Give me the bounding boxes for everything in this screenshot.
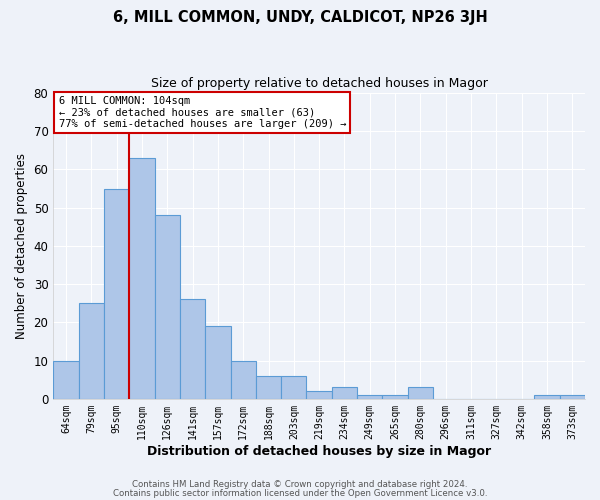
Bar xyxy=(281,376,307,399)
X-axis label: Distribution of detached houses by size in Magor: Distribution of detached houses by size … xyxy=(147,444,491,458)
Text: Contains public sector information licensed under the Open Government Licence v3: Contains public sector information licen… xyxy=(113,490,487,498)
Y-axis label: Number of detached properties: Number of detached properties xyxy=(15,153,28,339)
Bar xyxy=(104,188,129,399)
Bar xyxy=(53,360,79,399)
Bar xyxy=(79,304,104,399)
Bar xyxy=(560,395,585,399)
Bar xyxy=(129,158,155,399)
Bar xyxy=(155,216,180,399)
Text: 6, MILL COMMON, UNDY, CALDICOT, NP26 3JH: 6, MILL COMMON, UNDY, CALDICOT, NP26 3JH xyxy=(113,10,487,25)
Title: Size of property relative to detached houses in Magor: Size of property relative to detached ho… xyxy=(151,78,488,90)
Text: 6 MILL COMMON: 104sqm
← 23% of detached houses are smaller (63)
77% of semi-deta: 6 MILL COMMON: 104sqm ← 23% of detached … xyxy=(59,96,346,130)
Bar xyxy=(230,360,256,399)
Bar xyxy=(205,326,230,399)
Bar xyxy=(535,395,560,399)
Bar xyxy=(256,376,281,399)
Text: Contains HM Land Registry data © Crown copyright and database right 2024.: Contains HM Land Registry data © Crown c… xyxy=(132,480,468,489)
Bar xyxy=(408,388,433,399)
Bar xyxy=(307,391,332,399)
Bar xyxy=(332,388,357,399)
Bar xyxy=(357,395,382,399)
Bar xyxy=(180,300,205,399)
Bar xyxy=(382,395,408,399)
